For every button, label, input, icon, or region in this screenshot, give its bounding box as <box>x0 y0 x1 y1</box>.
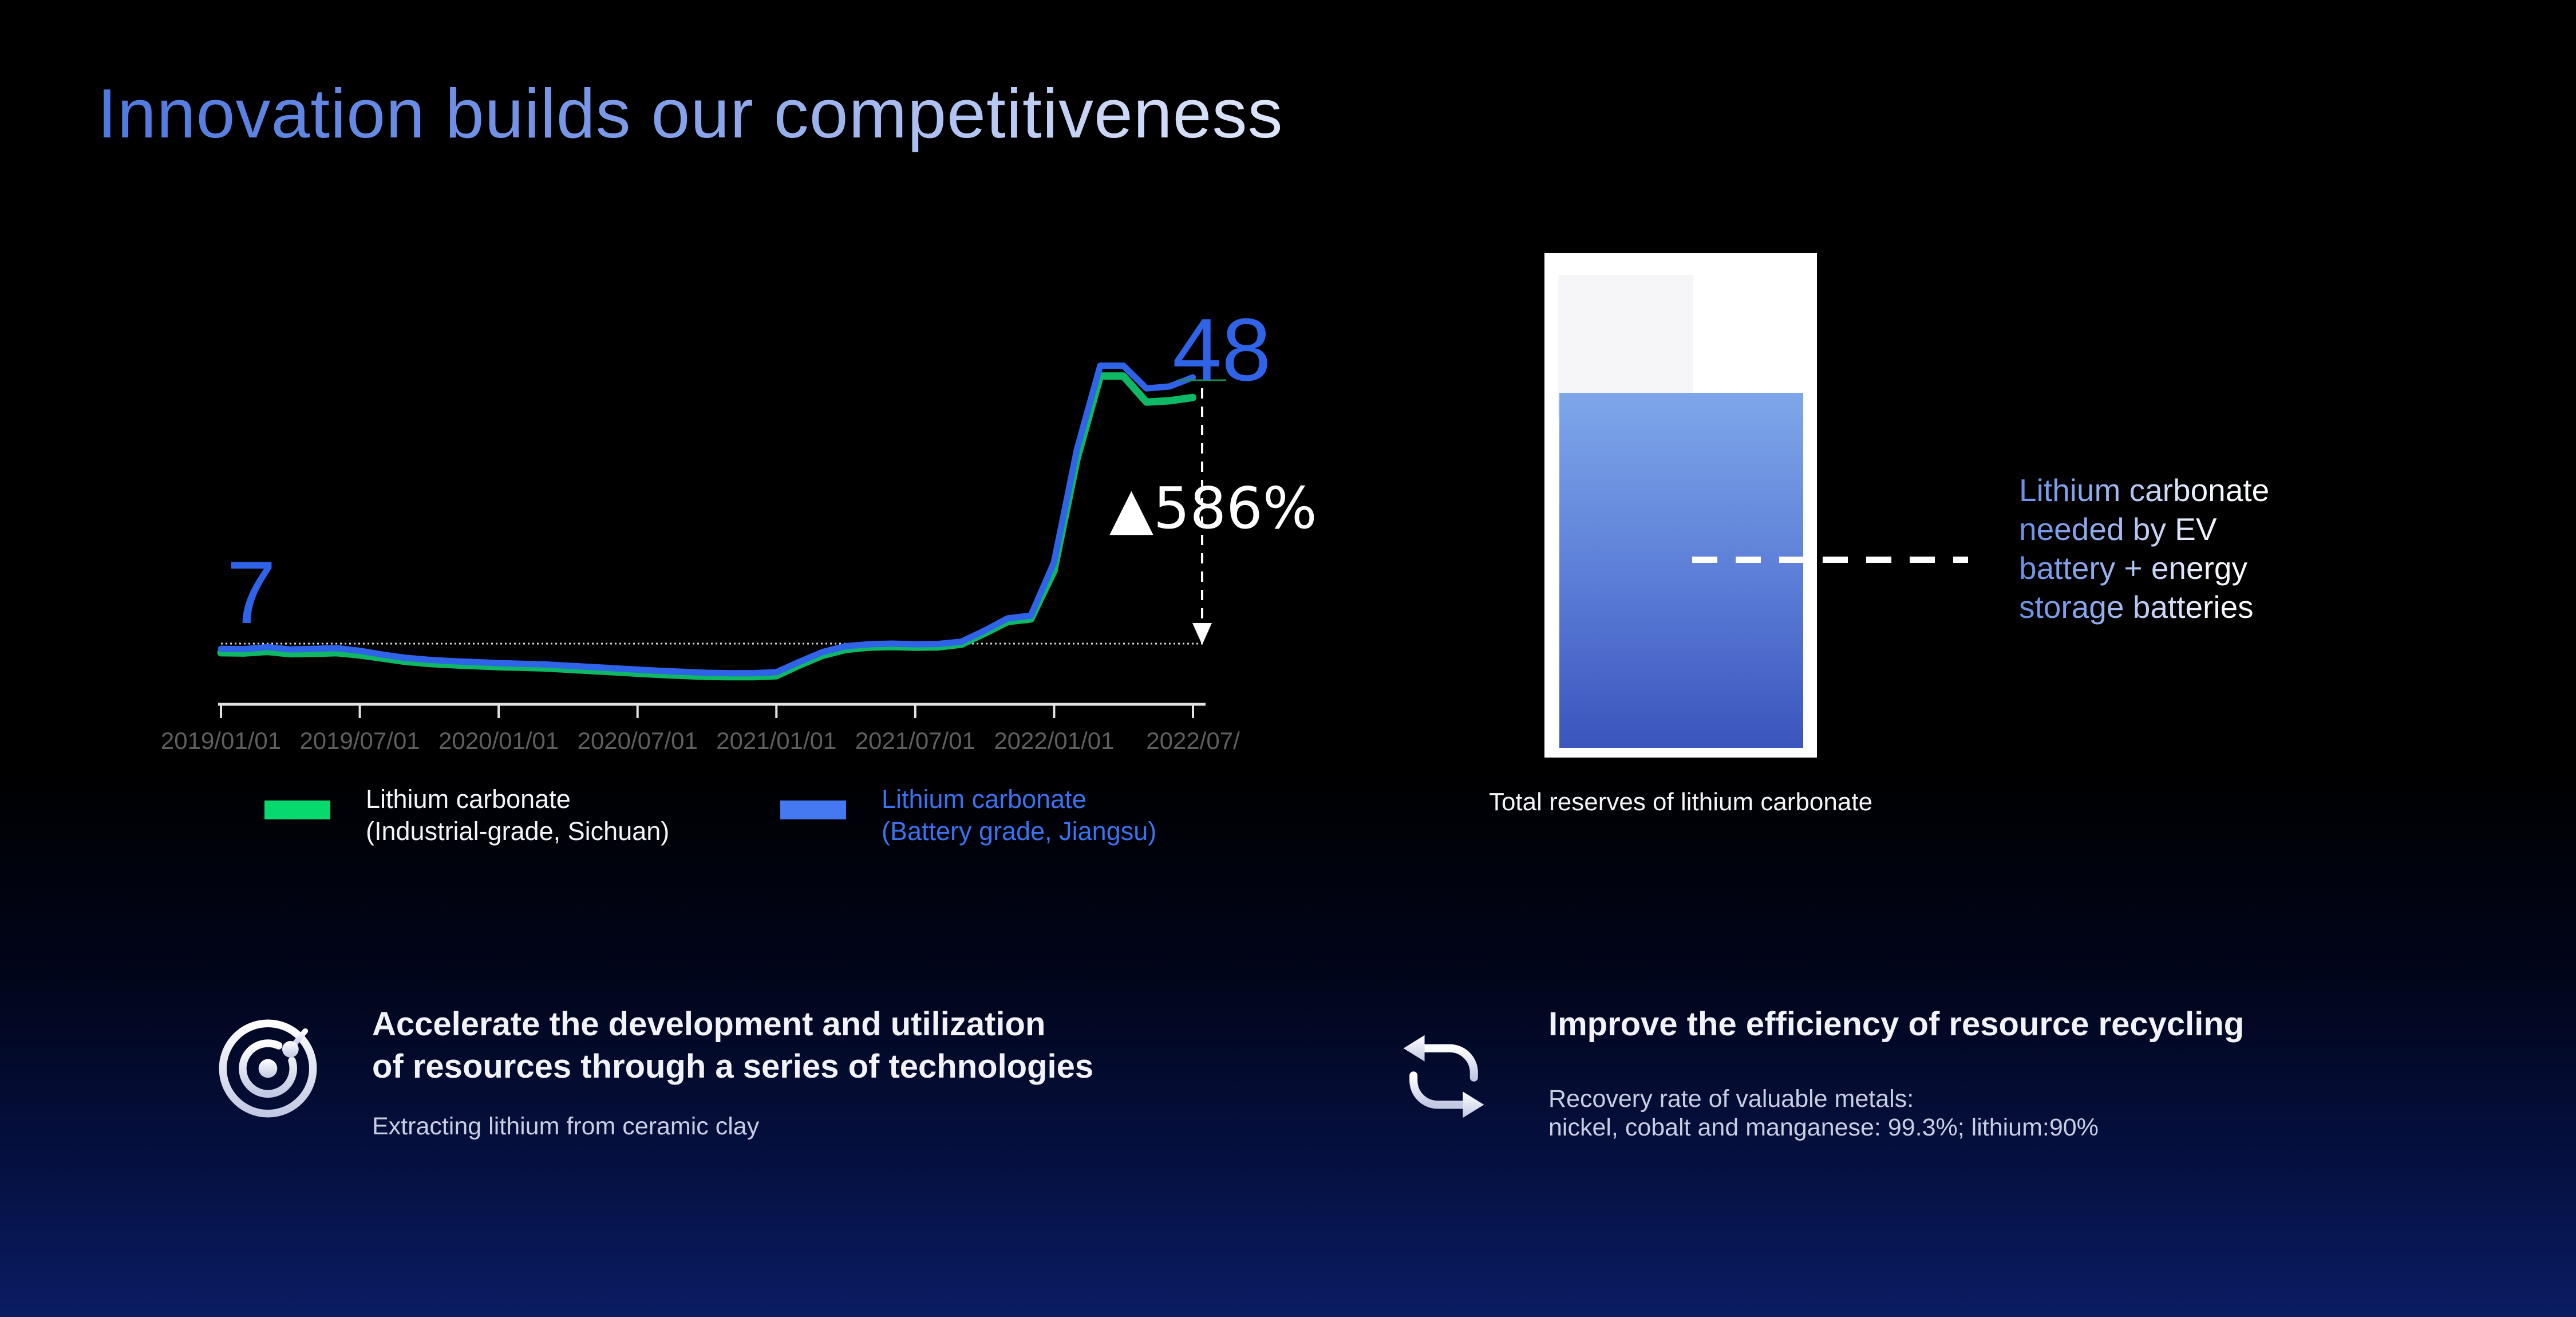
legend-label-battery: Lithium carbonate (Battery grade, Jiangs… <box>882 784 1157 846</box>
x-axis: 2019/01/01 2019/07/01 2020/01/01 2020/07/01… <box>161 703 1240 754</box>
feature-develop-heading: Accelerate the development and utilizati… <box>372 1006 1094 1085</box>
series-line-industrial <box>217 372 1197 681</box>
x-tick-label: 2019/01/01 <box>161 727 281 754</box>
recycle-loop-icon <box>1403 1035 1484 1118</box>
feature-develop-subtext: Extracting lithium from ceramic clay <box>372 1113 760 1140</box>
feature-recycle-subtext: Recovery rate of valuable metals: nickel… <box>1548 1085 2099 1141</box>
legend-swatch-green <box>264 801 330 819</box>
reserve-caption: Total reserves of lithium carbonate <box>1488 788 1873 816</box>
legend-swatch-blue <box>780 801 846 819</box>
x-tick-label: 2021/07/01 <box>855 727 975 754</box>
change-percent-label: ▲586% <box>1109 475 1317 542</box>
legend-item-battery: Lithium carbonate (Battery grade, Jiangs… <box>780 783 1156 847</box>
feature-develop: Accelerate the development and utilizati… <box>372 1003 1093 1141</box>
x-tick-label: 2022/01/01 <box>994 727 1114 754</box>
reserve-bar-container <box>1544 253 1817 758</box>
end-value-label: 48 <box>1172 300 1271 399</box>
feature-recycle: Improve the efficiency of resource recyc… <box>1548 1003 2244 1142</box>
x-tick-label: 2020/01/01 <box>438 727 559 754</box>
x-tick-label: 2021/01/01 <box>716 727 836 754</box>
start-value-label: 7 <box>227 543 276 642</box>
series-lines <box>217 362 1197 681</box>
change-arrow <box>1192 388 1212 645</box>
legend-label-industrial: Lithium carbonate (Industrial-grade, Sic… <box>366 784 670 846</box>
series-line-battery <box>218 362 1196 677</box>
radar-target-icon <box>218 1018 318 1119</box>
x-tick-label: 2020/07/01 <box>578 727 698 754</box>
reserve-fill-bar <box>1559 392 1803 748</box>
reserve-note-text: Lithium carbonate needed by EV battery +… <box>2019 471 2269 626</box>
x-tick-label: 2019/07/01 <box>299 727 420 754</box>
feature-recycle-heading: Improve the efficiency of resource recyc… <box>1548 1006 2245 1043</box>
page-title: Innovation builds our competitiveness <box>97 74 1283 152</box>
reserve-pointer-dashed-line <box>1692 557 1968 563</box>
legend-item-industrial: Lithium carbonate (Industrial-grade, Sic… <box>264 783 669 847</box>
x-tick-label: 2022/07/ <box>1146 727 1240 754</box>
